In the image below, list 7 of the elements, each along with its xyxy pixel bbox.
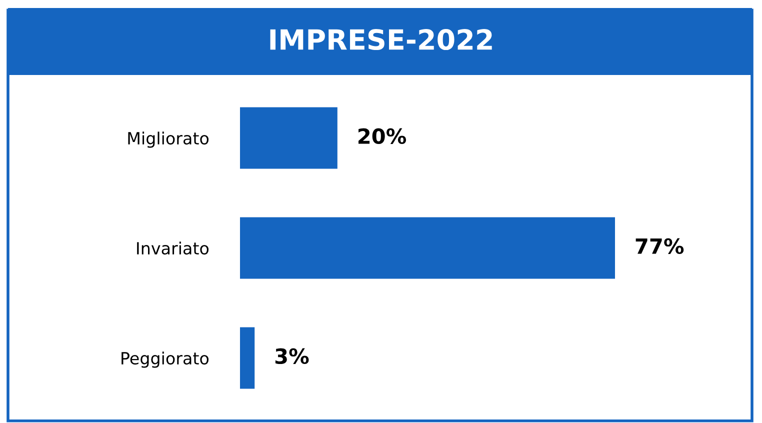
data-label: 3%	[275, 348, 309, 364]
data-label: 77%	[636, 238, 684, 254]
y-tick-label: Peggiorato	[122, 352, 209, 368]
y-tick-label: Migliorato	[128, 132, 209, 148]
y-tick-label: Invariato	[137, 242, 209, 255]
data-label: 20%	[358, 128, 406, 144]
chart-title: IMPRESE-2022	[270, 29, 492, 50]
